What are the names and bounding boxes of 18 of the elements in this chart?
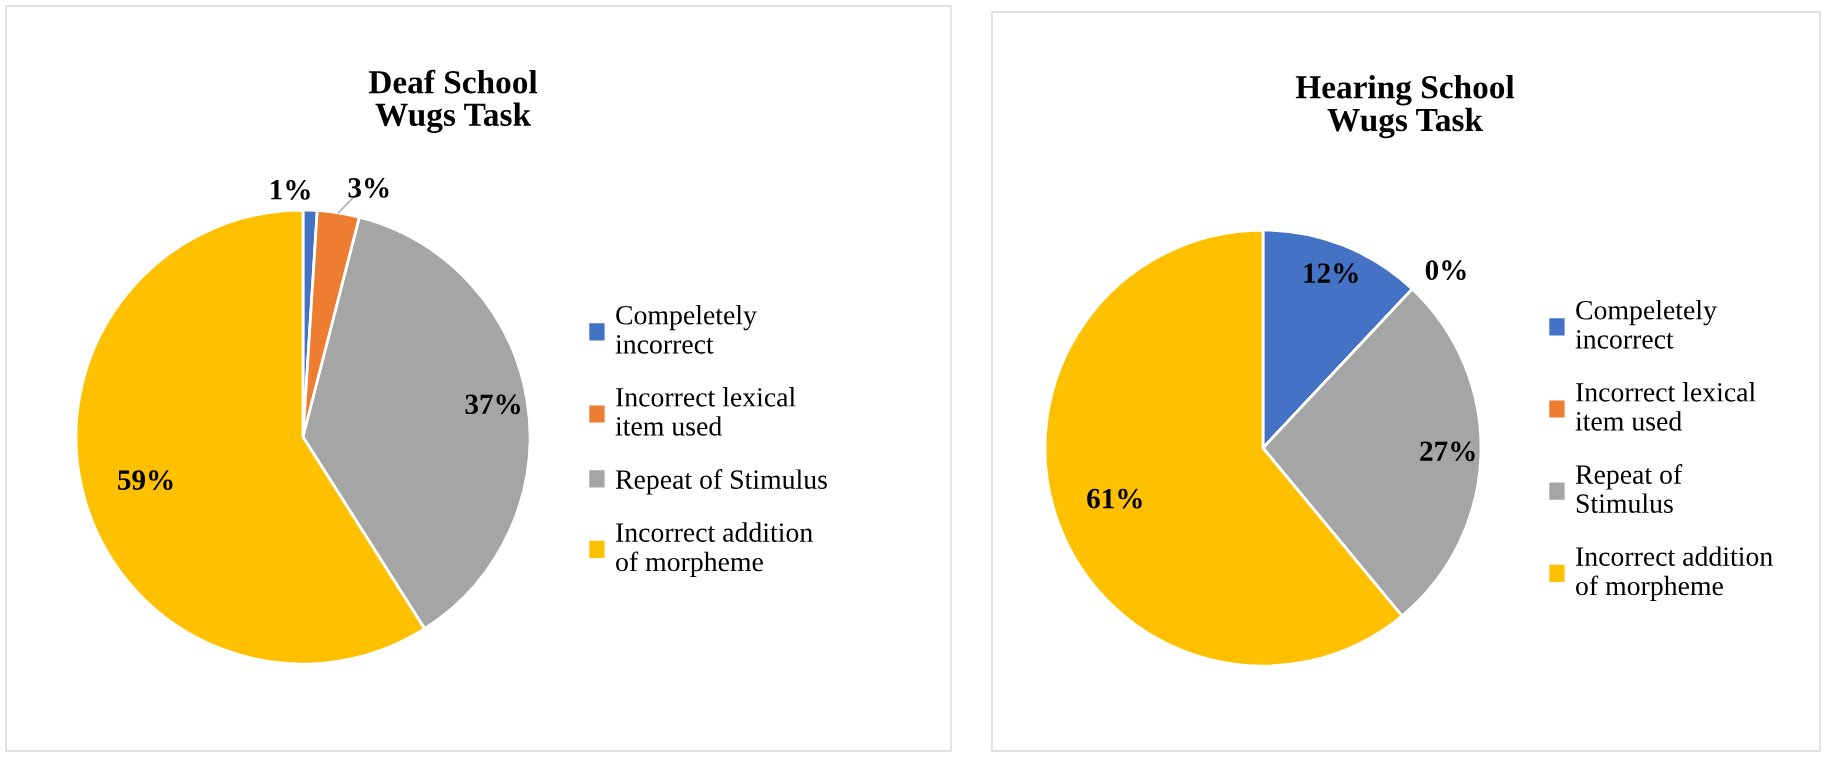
data-label: 12% [1304, 263, 1358, 284]
data-label: 3% [348, 177, 389, 198]
legend-label: Incorrect addition of morpheme [616, 522, 813, 577]
legend-label: Repeat of Stimulus [615, 469, 827, 495]
legend-label: Compeletely incorrect [1575, 300, 1717, 349]
data-label: 61% [1087, 488, 1142, 509]
legend-label: Incorrect lexical item used [615, 387, 796, 436]
legend-label: Repeat of Stimulus [1575, 464, 1683, 513]
data-label: 59% [118, 470, 173, 490]
data-label: 37% [465, 394, 521, 415]
legend-label: Incorrect addition of morpheme [1576, 546, 1773, 601]
legend-label: Compeletely incorrect [615, 305, 757, 354]
legend-label: Incorrect lexical item used [1575, 382, 1756, 431]
chart-title: Deaf School Wugs Task [368, 69, 538, 134]
text: 0% [1425, 260, 1466, 281]
chart-title: Hearing School Wugs Task [1295, 75, 1515, 139]
data-label: 27% [1420, 441, 1475, 462]
data-label: 1% [271, 179, 310, 200]
